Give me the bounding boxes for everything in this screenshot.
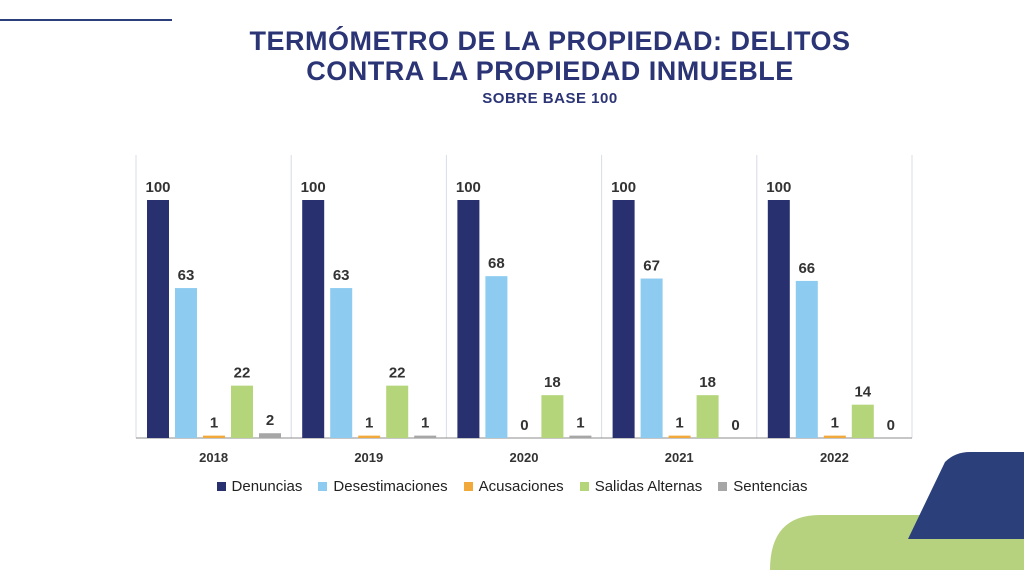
data-label: 1 [576, 415, 584, 432]
legend-swatch [318, 482, 328, 491]
bar-desestimaciones-2018 [175, 288, 197, 438]
data-label: 63 [333, 267, 350, 284]
bar-denuncias-2021 [612, 200, 635, 438]
x-tick-label: 2022 [820, 450, 849, 465]
data-label: 63 [178, 267, 195, 284]
bar-salidas-alternas-2020 [541, 395, 564, 438]
legend-item: Desestimaciones [318, 478, 448, 495]
data-label: 66 [798, 260, 815, 277]
legend-swatch [216, 482, 226, 491]
top-accent-line [0, 19, 172, 21]
bar-salidas-alternas-2018 [231, 385, 253, 438]
data-label: 1 [210, 415, 218, 432]
x-tick-label: 2021 [665, 450, 694, 465]
x-tick-label: 2018 [199, 450, 228, 465]
data-label: 100 [611, 179, 636, 196]
legend-label: Denuncias [231, 478, 303, 495]
data-label: 67 [643, 258, 660, 275]
legend-item: Acusaciones [463, 478, 564, 495]
data-label: 1 [365, 415, 373, 432]
bar-desestimaciones-2020 [485, 276, 508, 438]
bar-denuncias-2022 [767, 200, 790, 438]
data-label: 1 [675, 415, 683, 432]
chart-subtitle: SOBRE BASE 100 [482, 90, 618, 107]
chart-title-line-2: CONTRA LA PROPIEDAD INMUEBLE [306, 56, 794, 86]
bar-acusaciones-2019 [358, 435, 381, 438]
legend-label: Salidas Alternas [594, 478, 703, 495]
bar-sentencias-2020 [569, 435, 592, 438]
data-label: 100 [456, 179, 481, 196]
data-label: 100 [301, 179, 326, 196]
decorative-navy-shape [908, 452, 1024, 539]
data-label: 1 [831, 415, 839, 432]
data-label: 14 [854, 384, 871, 401]
bar-denuncias-2020 [457, 200, 480, 438]
bar-acusaciones-2021 [668, 435, 691, 438]
legend-item: Denuncias [216, 478, 303, 495]
legend-swatch [718, 482, 728, 491]
bar-denuncias-2018 [147, 200, 169, 438]
bar-desestimaciones-2019 [330, 288, 353, 438]
bar-salidas-alternas-2022 [851, 404, 874, 438]
bar-acusaciones-2022 [823, 435, 846, 438]
bar-acusaciones-2018 [203, 435, 225, 438]
bar-salidas-alternas-2021 [696, 395, 719, 438]
legend-item: Sentencias [718, 478, 807, 495]
data-label: 1 [421, 415, 429, 432]
data-label: 0 [520, 417, 528, 434]
legend-label: Sentencias [733, 478, 808, 495]
bar-denuncias-2019 [302, 200, 325, 438]
data-label: 0 [731, 417, 739, 434]
x-tick-label: 2020 [510, 450, 539, 465]
chart-legend: Denuncias Desestimaciones Acusaciones Salid… [0, 478, 1024, 495]
data-label: 18 [544, 374, 561, 391]
bar-desestimaciones-2021 [640, 278, 663, 438]
data-label: 0 [887, 417, 895, 434]
bar-salidas-alternas-2019 [386, 385, 409, 438]
bar-desestimaciones-2022 [795, 280, 818, 438]
data-label: 22 [234, 365, 251, 382]
legend-label: Acusaciones [478, 478, 564, 495]
x-tick-label: 2019 [354, 450, 383, 465]
chart-title-line-1: TERMÓMETRO DE LA PROPIEDAD: DELITOS [249, 26, 851, 56]
data-label: 68 [488, 255, 505, 272]
decorative-corner-shapes [770, 452, 1024, 570]
data-label: 22 [389, 365, 406, 382]
bar-sentencias-2018 [259, 433, 281, 438]
legend-item: Salidas Alternas [579, 478, 703, 495]
bar-sentencias-2019 [414, 435, 437, 438]
data-label: 2 [266, 412, 274, 429]
data-label: 100 [766, 179, 791, 196]
data-label: 100 [145, 179, 170, 196]
legend-swatch [579, 482, 589, 491]
chart-title: TERMÓMETRO DE LA PROPIEDAD: DELITOS CONT… [180, 26, 920, 86]
legend-label: Desestimaciones [333, 478, 448, 495]
legend-swatch [463, 482, 473, 491]
data-label: 18 [699, 374, 716, 391]
